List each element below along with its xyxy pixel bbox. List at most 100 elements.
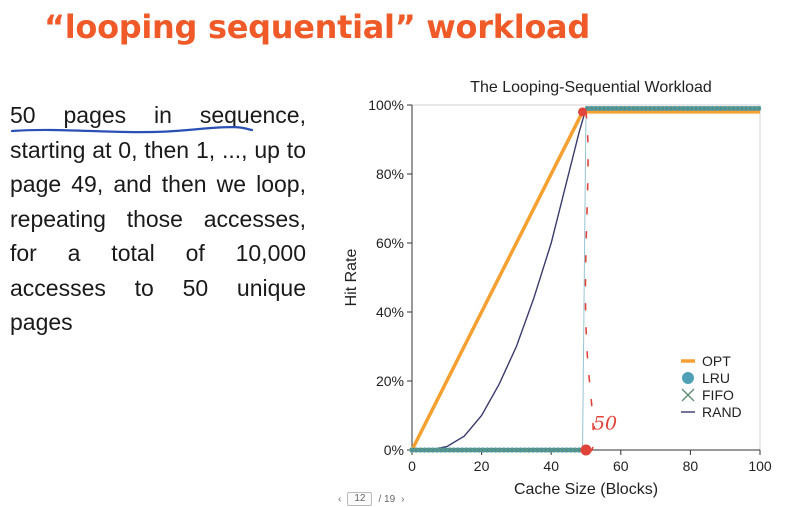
series-fifo-point: [518, 447, 523, 453]
pager-prev-button[interactable]: ‹: [338, 493, 342, 505]
series-fifo-point: [747, 106, 753, 111]
series-fifo-point: [418, 447, 423, 453]
series-fifo-point: [476, 447, 482, 453]
series-fifo-point: [593, 106, 599, 111]
series-fifo-point: [526, 447, 532, 453]
series-fifo-point: [718, 106, 724, 111]
slide-title: “looping sequential” workload: [44, 8, 590, 46]
series-fifo-point: [631, 106, 636, 111]
pen-underline: [10, 126, 254, 134]
series-fifo-point: [589, 106, 594, 111]
series-fifo-point: [697, 106, 703, 111]
legend-label-rand: RAND: [702, 404, 742, 420]
series-fifo-point: [514, 447, 519, 453]
series-fifo-point: [547, 447, 553, 453]
series-fifo-point: [651, 106, 657, 111]
series-fifo-point: [434, 447, 440, 453]
series-fifo-point: [626, 106, 632, 111]
series-fifo-point: [689, 106, 695, 111]
x-axis-label: Cache Size (Blocks): [514, 481, 658, 498]
pager-total: / 19: [378, 493, 396, 505]
series-lru-line: [412, 107, 760, 451]
series-fifo-point: [710, 106, 715, 111]
chart-title: The Looping-Sequential Workload: [470, 79, 712, 96]
series-fifo-point: [722, 106, 728, 111]
series-fifo-point: [522, 447, 528, 453]
y-tick-label: 60%: [376, 235, 404, 251]
series-fifo-point: [568, 447, 574, 453]
series-fifo-point: [706, 106, 711, 111]
legend-fifo-swatch: [681, 388, 695, 402]
series-fifo-point: [497, 447, 503, 453]
series-fifo-point: [534, 447, 540, 453]
series-fifo-point: [664, 106, 670, 111]
series-fifo-point: [735, 106, 741, 111]
series-fifo-point: [426, 447, 432, 453]
series-fifo-point: [551, 447, 557, 453]
series-fifo-point: [714, 106, 720, 111]
series-fifo-point: [668, 106, 674, 111]
series-fifo-point: [443, 447, 448, 453]
series-fifo-point: [685, 106, 690, 111]
series-fifo-point: [639, 106, 644, 111]
series-fifo-point: [643, 106, 649, 111]
series-fifo-point: [635, 106, 640, 111]
series-fifo-point: [505, 447, 511, 453]
series-fifo-point: [676, 106, 682, 111]
x-tick-label: 20: [474, 458, 490, 474]
series-fifo-point: [756, 106, 761, 111]
hit-rate-chart: The Looping-Sequential Workload 0% 20% 40% 6…: [343, 79, 772, 498]
series-fifo-point: [501, 447, 507, 453]
series-fifo-point: [560, 447, 565, 453]
pager-next-button[interactable]: ›: [401, 493, 405, 505]
legend-label-fifo: FIFO: [702, 387, 734, 403]
series-fifo-point: [543, 447, 548, 453]
series-fifo-point: [555, 447, 561, 453]
legend-lru-swatch: [682, 372, 694, 384]
series-fifo-point: [576, 447, 582, 453]
y-tick-label: 40%: [376, 304, 404, 320]
series-fifo-point: [409, 447, 415, 453]
x-tick-label: 40: [543, 458, 559, 474]
series-fifo-point: [413, 447, 419, 453]
series-fifo-point: [731, 106, 736, 111]
series-fifo-point: [610, 106, 615, 111]
underlined-phrase: 50 pages in sequence: [10, 102, 300, 128]
series-fifo-point: [455, 447, 461, 453]
slide-pager: ‹ 12 / 19 ›: [338, 491, 458, 507]
series-fifo-point: [656, 106, 661, 111]
series-fifo-point: [422, 447, 427, 453]
x-tick-label: 60: [613, 458, 629, 474]
series-fifo-point: [468, 447, 473, 453]
legend-label-lru: LRU: [702, 370, 730, 386]
series-fifo-point: [480, 447, 486, 453]
series-fifo-point: [484, 447, 490, 453]
x-tick-label: 80: [683, 458, 699, 474]
y-tick-label: 100%: [368, 97, 404, 113]
series-fifo-point: [530, 447, 536, 453]
series-fifo-point: [509, 447, 515, 453]
series-fifo-point: [459, 447, 465, 453]
series-fifo-point: [752, 106, 757, 111]
annotation-dashed-line: [584, 111, 595, 452]
series-fifo-point: [693, 106, 699, 111]
series-fifo-point: [614, 106, 619, 111]
series-rand-line: [412, 107, 760, 451]
series-fifo-point: [438, 447, 444, 453]
series-fifo-point: [430, 447, 436, 453]
series-fifo-point: [493, 447, 498, 453]
annotation-dot-top: [578, 107, 588, 117]
series-fifo-point: [681, 106, 686, 111]
body-paragraph-rest: , starting at 0, then 1, ..., up to page…: [10, 102, 306, 335]
annotation-dot-bottom: [580, 444, 592, 456]
series-fifo-point: [622, 106, 628, 111]
series-fifo-point: [463, 447, 469, 453]
y-tick-label: 20%: [376, 373, 404, 389]
series-fifo-point: [451, 447, 457, 453]
series-fifo-point: [702, 106, 707, 111]
legend-label-opt: OPT: [702, 353, 731, 369]
series-fifo-point: [727, 106, 732, 111]
pager-current-page[interactable]: 12: [347, 492, 373, 506]
body-paragraph: 50 pages in sequence, starting at 0, the…: [10, 98, 306, 340]
series-fifo-point: [618, 106, 624, 111]
